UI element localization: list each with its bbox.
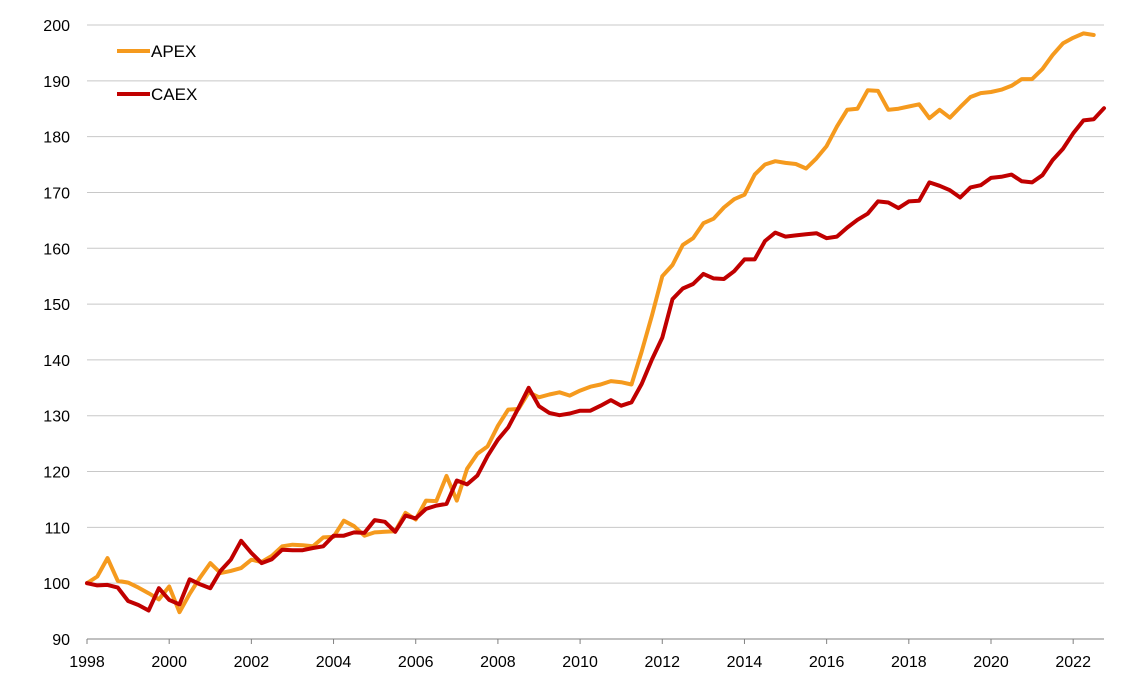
y-tick-label: 110 (44, 520, 70, 537)
y-tick-label: 180 (43, 130, 70, 147)
x-tick-label: 2014 (727, 654, 763, 671)
y-tick-label: 140 (43, 353, 70, 370)
y-tick-label: 170 (43, 185, 70, 202)
x-tick-label: 2002 (234, 654, 270, 671)
x-tick-label: 1998 (69, 654, 105, 671)
series-line-apex (85, 31, 1096, 615)
y-tick-label: 90 (52, 632, 70, 649)
y-tick-label: 200 (43, 18, 70, 35)
x-tick-label: 2012 (644, 654, 680, 671)
legend: APEX CAEX (117, 42, 197, 104)
x-tick-label: 2020 (973, 654, 1009, 671)
y-tick-label: 130 (43, 409, 70, 426)
x-tick-label: 2016 (809, 654, 845, 671)
legend-label-apex: APEX (151, 42, 196, 61)
y-axis-ticks: 90 100 110 120 130 140 150 160 170 180 190 200 (43, 18, 70, 649)
x-tick-label: 2022 (1055, 654, 1091, 671)
x-tick-label: 2010 (562, 654, 598, 671)
x-axis-ticks: 1998 2000 2002 2004 2006 2008 2010 2012 2014 2016… (69, 639, 1091, 671)
gridlines (87, 24, 1104, 640)
x-tick-label: 2000 (151, 654, 187, 671)
x-tick-label: 2004 (316, 654, 352, 671)
x-tick-label: 2018 (891, 654, 927, 671)
y-tick-label: 150 (43, 297, 70, 314)
x-tick-label: 2006 (398, 654, 434, 671)
legend-label-caex: CAEX (151, 85, 197, 104)
x-tick-label: 2008 (480, 654, 516, 671)
series-lines (85, 31, 1106, 615)
y-tick-label: 100 (43, 576, 70, 593)
series-line-caex (85, 106, 1106, 613)
y-tick-label: 160 (43, 241, 70, 258)
y-tick-label: 120 (43, 465, 70, 482)
y-tick-label: 190 (43, 74, 70, 91)
